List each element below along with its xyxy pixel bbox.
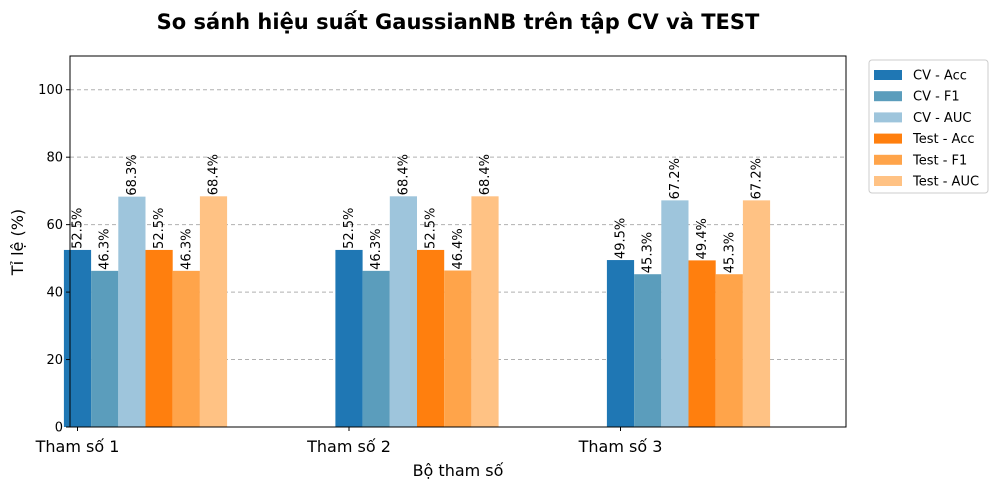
legend-swatch (874, 91, 902, 102)
bar-value-label: 46.3% (369, 229, 384, 270)
bar (715, 274, 743, 427)
legend-label: CV - AUC (913, 111, 971, 126)
legend-swatch (874, 133, 902, 144)
bar-value-label: 68.4% (207, 154, 222, 195)
bar-value-label: 67.2% (668, 158, 683, 199)
legend: CV - Acc CV - F1 CV - AUC Test - Acc Test - … (868, 59, 989, 194)
y-tick-label: 0 (55, 421, 63, 436)
bar (199, 196, 228, 427)
y-tick-label: 20 (46, 353, 63, 368)
y-tick-label: 40 (46, 286, 63, 301)
y-tick-label: 100 (38, 83, 63, 98)
legend-swatch (874, 112, 902, 123)
legend-label: Test - Acc (912, 132, 975, 147)
legend-label: CV - Acc (913, 69, 967, 84)
bar (688, 260, 716, 427)
bar-value-label: 46.3% (98, 229, 113, 270)
bar (63, 249, 92, 427)
bar-value-label: 67.2% (750, 158, 765, 199)
legend-label: Test - F1 (912, 153, 967, 168)
legend-swatch (874, 70, 902, 80)
bar (172, 270, 200, 427)
bar-value-label: 52.5% (342, 208, 357, 249)
bar-value-label: 68.4% (396, 154, 411, 195)
bar-value-label: 52.5% (71, 208, 86, 249)
bar (742, 200, 771, 427)
y-tick-label: 60 (46, 218, 63, 233)
x-axis: Tham số 1 Tham số 2 Tham số 3 (35, 427, 663, 456)
bar-value-label: 46.4% (451, 228, 466, 269)
bar (389, 196, 417, 427)
bar-value-label: 68.3% (125, 154, 140, 195)
bar-value-label: 49.5% (614, 218, 629, 259)
bar (444, 270, 472, 427)
bar (471, 196, 499, 427)
bar (634, 274, 662, 427)
legend-label: CV - F1 (913, 90, 960, 105)
x-tick-label: Tham số 1 (35, 437, 120, 456)
bar-value-label: 45.3% (641, 232, 656, 273)
x-tick-label: Tham số 2 (306, 437, 391, 456)
plot-frame (69, 55, 847, 428)
bar (335, 249, 363, 427)
bar (606, 260, 635, 427)
bar (91, 270, 119, 427)
bar (661, 200, 689, 427)
x-axis-label: Bộ tham số (413, 461, 504, 480)
y-tick-label: 80 (46, 151, 63, 166)
bar (118, 196, 146, 427)
legend-swatch (874, 154, 902, 165)
bar (145, 249, 173, 427)
bar-value-label: 49.4% (695, 218, 710, 259)
legend-label: Test - AUC (912, 175, 979, 190)
y-axis: 0 20 40 60 80 100 (38, 83, 70, 436)
y-axis-label: Tỉ lệ (%) (8, 209, 27, 276)
bar-value-label: 45.3% (722, 232, 737, 273)
bar (362, 270, 390, 427)
bar-value-label: 52.5% (152, 208, 167, 249)
bars (63, 196, 771, 427)
bar-value-label: 68.4% (478, 154, 493, 195)
bar-value-label: 52.5% (424, 208, 439, 249)
bar-labels: 52.5% 52.5% 49.5% 46.3% 46.3% 45.3% 68.3% 68.4%… (71, 154, 765, 273)
legend-swatch (874, 176, 902, 186)
x-tick-label: Tham số 3 (578, 437, 663, 456)
chart-title: So sánh hiệu suất GaussianNB trên tập CV… (157, 10, 760, 34)
bar-value-label: 46.3% (179, 229, 194, 270)
bar (417, 249, 445, 427)
